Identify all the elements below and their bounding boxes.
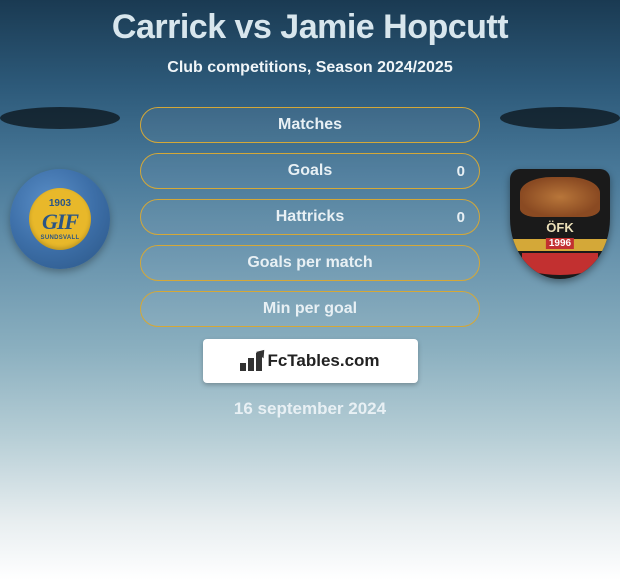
stat-value-right: 0 xyxy=(457,163,465,180)
subtitle: Club competitions, Season 2024/2025 xyxy=(0,59,620,77)
brand-badge: FcTables.com xyxy=(203,339,418,383)
stat-label: Goals per match xyxy=(247,254,372,272)
crest-right-abbrev: ÖFK xyxy=(546,220,573,235)
crest-right-year: 1996 xyxy=(546,238,574,249)
stat-bar-goals-per-match: Goals per match xyxy=(140,245,480,281)
stat-bar-hattricks: Hattricks 0 xyxy=(140,199,480,235)
left-column: 1903 GIF SUNDSVALL xyxy=(0,107,120,269)
club-crest-left: 1903 GIF SUNDSVALL xyxy=(10,169,110,269)
stat-label: Min per goal xyxy=(263,300,357,318)
crest-right-hands-icon xyxy=(522,253,598,275)
stat-label: Hattricks xyxy=(276,208,344,226)
crest-left-year: 1903 xyxy=(49,198,71,209)
comparison-row: 1903 GIF SUNDSVALL Matches Goals 0 Hattr… xyxy=(0,107,620,327)
date-line: 16 september 2024 xyxy=(0,399,620,419)
stat-bars: Matches Goals 0 Hattricks 0 Goals per ma… xyxy=(140,107,480,327)
brand-text: FcTables.com xyxy=(267,351,379,371)
crest-left-city: SUNDSVALL xyxy=(41,235,80,241)
stat-bar-matches: Matches xyxy=(140,107,480,143)
right-column: ÖFK 1996 xyxy=(500,107,620,279)
stat-value-right: 0 xyxy=(457,209,465,226)
stat-bar-min-per-goal: Min per goal xyxy=(140,291,480,327)
crest-left-abbrev: GIF xyxy=(42,209,78,235)
crest-right-wing-icon xyxy=(520,177,600,217)
stat-bar-goals: Goals 0 xyxy=(140,153,480,189)
crest-left-inner: 1903 GIF SUNDSVALL xyxy=(29,188,91,250)
chart-icon xyxy=(240,351,264,371)
stat-label: Goals xyxy=(288,162,332,180)
club-crest-right: ÖFK 1996 xyxy=(510,169,610,279)
shadow-ellipse-left xyxy=(0,107,120,129)
shadow-ellipse-right xyxy=(500,107,620,129)
page-title: Carrick vs Jamie Hopcutt xyxy=(0,0,620,47)
stat-label: Matches xyxy=(278,116,342,134)
